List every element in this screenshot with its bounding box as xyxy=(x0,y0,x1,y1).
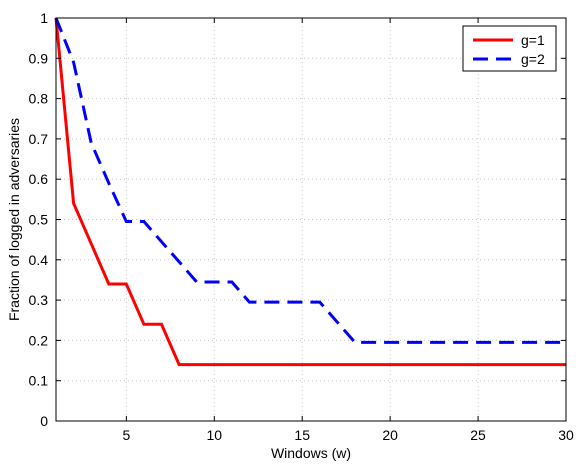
y-tick-label: 0.1 xyxy=(29,373,49,389)
x-tick-label: 25 xyxy=(470,427,486,443)
y-tick-label: 0.6 xyxy=(29,171,49,187)
legend-label-g2: g=2 xyxy=(521,51,545,67)
y-tick-label: 0.3 xyxy=(29,292,49,308)
y-tick-label: 0.4 xyxy=(29,252,49,268)
y-tick-label: 1 xyxy=(40,10,48,26)
series-line-g1 xyxy=(54,17,566,367)
y-tick-label: 0.2 xyxy=(29,332,49,348)
x-tick-label: 20 xyxy=(382,427,398,443)
x-tick-label: 30 xyxy=(558,427,574,443)
x-tick-label: 15 xyxy=(294,427,310,443)
y-tick-label: 0.8 xyxy=(29,91,49,107)
y-tick-label: 0.9 xyxy=(29,50,49,66)
x-tick-label: 10 xyxy=(206,427,222,443)
x-axis-label: Windows (w) xyxy=(271,445,351,461)
series-line-g2 xyxy=(54,17,566,344)
axis-ticks: 5 10 15 20 25 30 0 0.1 0.2 0.3 0.4 0.5 0.6 0.7 0.8 0.9 1 xyxy=(29,10,574,443)
legend-box xyxy=(462,25,557,72)
y-axis-label: Fraction of logged in adversaries xyxy=(6,118,22,321)
y-tick-label: 0.5 xyxy=(29,212,49,228)
legend: g=1 g=2 xyxy=(462,25,557,72)
legend-label-g1: g=1 xyxy=(521,32,545,48)
x-tick-label: 5 xyxy=(122,427,130,443)
series-lines xyxy=(54,17,566,367)
y-tick-label: 0 xyxy=(40,413,48,429)
y-tick-label: 0.7 xyxy=(29,131,49,147)
